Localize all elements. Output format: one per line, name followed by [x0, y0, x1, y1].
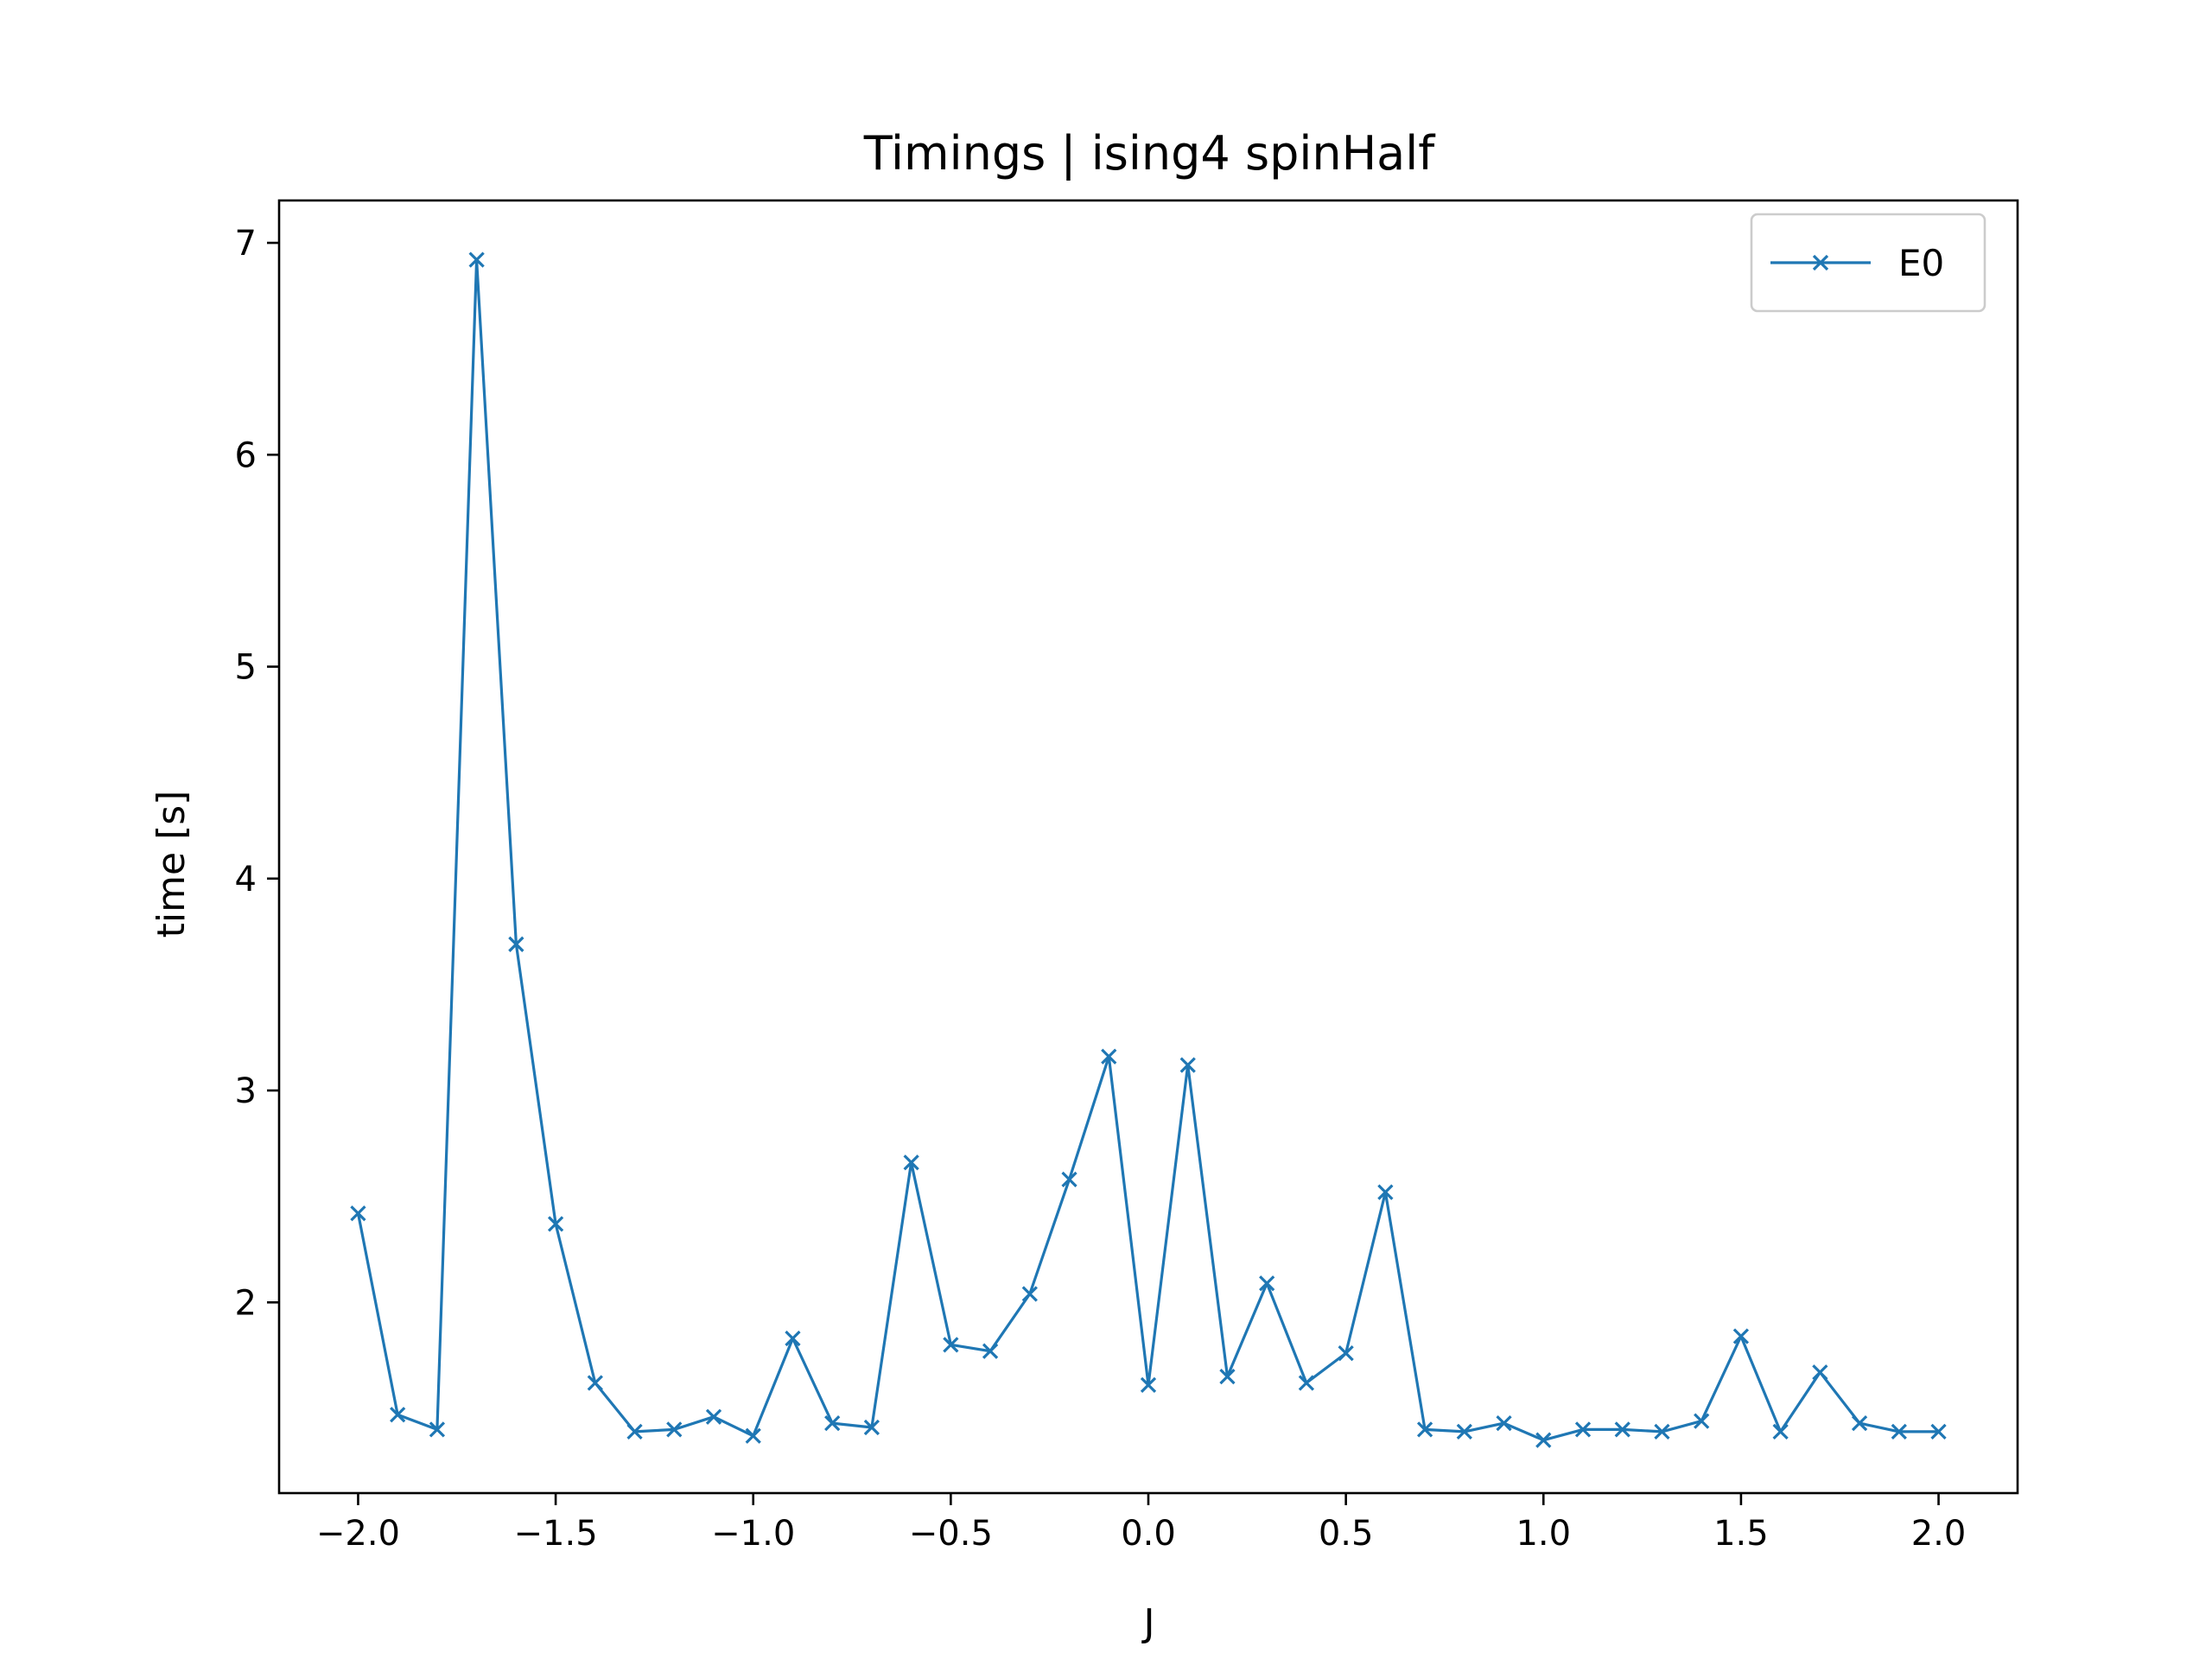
data-point [1694, 1413, 1710, 1429]
data-point [1732, 1328, 1750, 1344]
data-point [785, 1330, 801, 1347]
data-point [1772, 1423, 1789, 1440]
data-point [1456, 1423, 1472, 1440]
data-point [587, 1375, 603, 1391]
y-tick-label: 5 [235, 648, 257, 688]
x-tick-label: −1.5 [514, 1514, 598, 1554]
x-tick-label: 1.0 [1516, 1514, 1571, 1554]
data-point [1021, 1286, 1038, 1302]
data-point [745, 1427, 761, 1444]
x-tick-label: 2.0 [1911, 1514, 1967, 1554]
legend-label: E0 [1898, 242, 1944, 284]
x-tick-label: 0.5 [1319, 1514, 1374, 1554]
data-point [1654, 1423, 1670, 1440]
data-point [1535, 1432, 1552, 1448]
data-point [705, 1408, 722, 1425]
data-point [824, 1414, 841, 1432]
data-point [1101, 1048, 1117, 1065]
x-axis-label: J [1141, 1601, 1155, 1645]
data-point [666, 1421, 683, 1438]
legend-marker [1812, 254, 1829, 271]
data-point [1416, 1421, 1433, 1438]
data-point [1338, 1345, 1354, 1362]
x-axis: −2.0 −1.5 −1.0 −0.5 0.0 0.5 1.0 1.5 2.0 [316, 1493, 1966, 1554]
data-point [1061, 1171, 1077, 1188]
data-point [1259, 1275, 1275, 1292]
data-point [508, 936, 524, 952]
data-point [429, 1421, 446, 1438]
y-tick-label: 7 [235, 224, 257, 264]
data-point [1574, 1421, 1592, 1438]
chart-title: Timings | ising4 spinHalf [863, 126, 1437, 181]
data-point [390, 1407, 406, 1423]
y-tick-label: 2 [235, 1283, 257, 1323]
data-point [982, 1343, 999, 1359]
data-point [1812, 1364, 1828, 1381]
y-axis: 2 3 4 5 6 7 [235, 224, 279, 1323]
x-tick-label: −0.5 [909, 1514, 993, 1554]
data-point [1891, 1423, 1907, 1440]
y-tick-label: 4 [235, 860, 257, 899]
x-tick-label: 1.5 [1713, 1514, 1769, 1554]
series-layer [350, 251, 1947, 1448]
data-point [1140, 1376, 1157, 1394]
data-point [1179, 1057, 1196, 1073]
data-point [547, 1216, 564, 1232]
y-axis-label: time [s] [149, 791, 194, 938]
data-point [943, 1337, 959, 1353]
x-tick-label: −1.0 [711, 1514, 795, 1554]
data-point [626, 1423, 643, 1440]
legend: E0 [1750, 213, 1986, 313]
data-point [1930, 1423, 1947, 1440]
data-point [1614, 1421, 1630, 1438]
data-point [1377, 1184, 1394, 1200]
data-point [1496, 1414, 1512, 1432]
x-tick-label: −2.0 [316, 1514, 400, 1554]
y-tick-label: 6 [235, 435, 257, 475]
data-point [468, 251, 485, 268]
data-point [903, 1154, 919, 1171]
data-point [1851, 1414, 1868, 1432]
y-tick-label: 3 [235, 1071, 257, 1111]
data-point [1219, 1368, 1236, 1385]
x-tick-label: 0.0 [1121, 1514, 1176, 1554]
data-point [350, 1205, 366, 1222]
data-point [1298, 1375, 1315, 1391]
data-point [863, 1419, 880, 1436]
